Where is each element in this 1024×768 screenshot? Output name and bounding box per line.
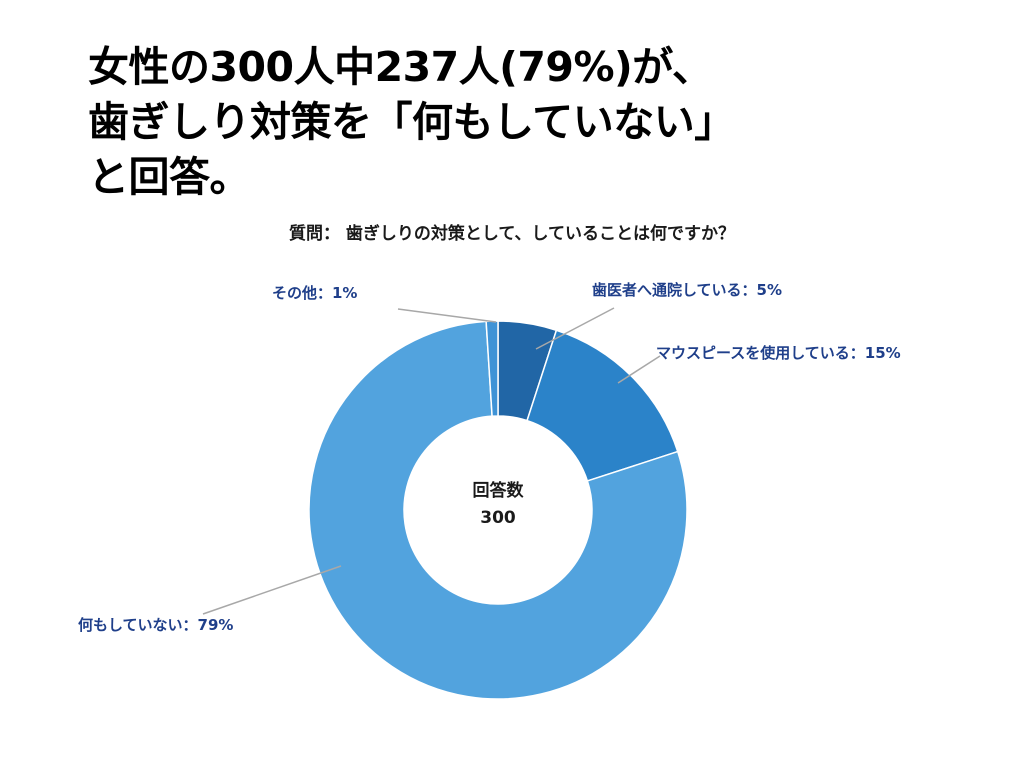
slice-labels-layer: 歯医者へ通院している：5% マウスピースを使用している：15% 何もしていない：79… bbox=[78, 281, 901, 634]
chart-title: 質問： 歯ぎしりの対策として、していることは何ですか？ bbox=[288, 224, 736, 244]
slice-label-1: 歯医者へ通院している：5% bbox=[592, 281, 782, 299]
slice-label-2: マウスピースを使用している：15% bbox=[656, 344, 901, 362]
slice-label-4: その他：1% bbox=[272, 284, 357, 302]
leader-lines-layer bbox=[202, 307, 661, 615]
leader-line-3 bbox=[202, 565, 342, 615]
headline-line-2: 歯ぎしり対策を「何もしていない」 bbox=[88, 98, 735, 146]
headline-line-1: 女性の300人中237人(79%)が、 bbox=[88, 43, 713, 91]
leader-line-4 bbox=[397, 308, 497, 323]
page-headline: 女性の300人中237人(79%)が、 歯ぎしり対策を「何もしていない」 と回答… bbox=[88, 40, 988, 205]
donut-slice-2 bbox=[526, 329, 679, 482]
center-label: 回答数 bbox=[473, 480, 525, 501]
slices-layer bbox=[308, 320, 688, 700]
donut-slice-3 bbox=[308, 320, 688, 700]
headline-line-3: と回答。 bbox=[88, 153, 251, 201]
leader-line-1 bbox=[535, 307, 615, 350]
center-value: 300 bbox=[480, 508, 516, 528]
leader-line-2 bbox=[617, 355, 661, 384]
slice-label-3: 何もしていない：79% bbox=[78, 616, 233, 634]
